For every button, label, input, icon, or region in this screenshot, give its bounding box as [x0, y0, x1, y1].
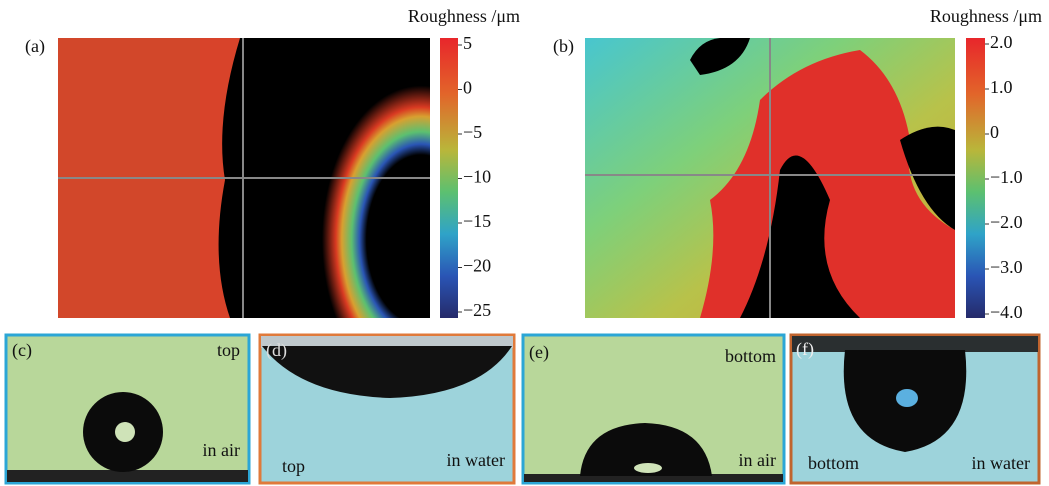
annotation: top: [217, 340, 240, 360]
droplet-highlight: [115, 422, 135, 442]
colorbar-title: Roughness /μm: [408, 6, 520, 26]
annotation: top: [282, 456, 305, 476]
annotation: in water: [447, 450, 505, 470]
panel-c: (c) top in air: [6, 335, 249, 483]
annotation: in air: [203, 440, 241, 460]
panel-label: (a): [25, 36, 45, 57]
panel-label: (d): [266, 340, 287, 361]
droplet-highlight: [634, 463, 662, 473]
colorbar: [966, 38, 985, 318]
colorbar-tick-label: −1.0: [990, 167, 1023, 187]
substrate: [792, 336, 1038, 352]
colorbar-tick-label: −20: [463, 256, 491, 276]
annotation: in water: [972, 453, 1030, 473]
panel-a: (a) Roughness /μm 5 0 −5 −10 −15 −20 −25: [25, 6, 520, 320]
colorbar-tick-label: 1.0: [990, 77, 1013, 97]
colorbar-tick-label: −15: [463, 211, 491, 231]
colorbar-ticks: 2.0 1.0 0 −1.0 −2.0 −3.0 −4.0: [985, 32, 1023, 322]
colorbar: [440, 38, 458, 318]
colorbar-tick-label: −2.0: [990, 212, 1023, 232]
substrate: [7, 470, 248, 482]
panel-e: (e) bottom in air: [523, 335, 784, 483]
panel-d: (d) top in water: [260, 335, 514, 483]
annotation: bottom: [808, 453, 859, 473]
panel-label: (c): [12, 340, 32, 361]
colorbar-tick-label: −3.0: [990, 257, 1023, 277]
colorbar-tick-label: −5: [463, 122, 482, 142]
panel-label: (f): [796, 339, 814, 360]
colorbar-title: Roughness /μm: [930, 6, 1042, 26]
colorbar-ticks: 5 0 −5 −10 −15 −20 −25: [458, 33, 491, 320]
panel-f: (f) bottom in water: [791, 335, 1039, 483]
figure: (a) Roughness /μm 5 0 −5 −10 −15 −20 −25 (b) R…: [0, 0, 1049, 486]
colorbar-tick-label: 0: [990, 122, 999, 142]
annotation: in air: [739, 450, 777, 470]
annotation: bottom: [725, 346, 776, 366]
panel-label: (e): [529, 342, 549, 363]
colorbar-tick-label: 0: [463, 78, 472, 98]
panel-b: (b) Roughness /μm 2.0 1.0 0 −1.0 −2.0 −3.0 −4.…: [553, 6, 1042, 322]
panel-label: (b): [553, 36, 574, 57]
droplet-highlight: [896, 389, 918, 407]
colorbar-tick-label: −10: [463, 167, 491, 187]
colorbar-tick-label: 5: [463, 33, 472, 53]
colorbar-tick-label: −25: [463, 300, 491, 320]
colorbar-tick-label: 2.0: [990, 32, 1013, 52]
colorbar-tick-label: −4.0: [990, 302, 1023, 322]
